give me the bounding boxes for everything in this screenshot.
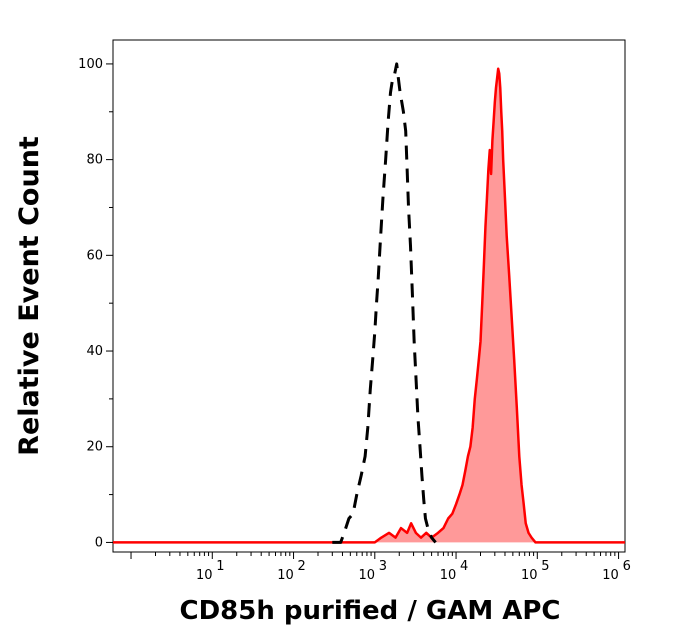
y-tick-label: 0: [95, 535, 103, 550]
sample-outline: [113, 67, 625, 544]
sample-area-fill: [113, 68, 625, 543]
x-tick-exponent: 2: [298, 559, 306, 574]
series-layer: [113, 62, 625, 544]
x-tick-label: 10: [602, 568, 619, 583]
plot-frame: [112, 39, 626, 553]
control-dashed-line: [332, 62, 437, 544]
x-tick-label: 10: [521, 568, 538, 583]
x-tick-exponent: 5: [541, 559, 549, 574]
y-axis-title: Relative Event Count: [14, 136, 45, 456]
y-tick-label: 100: [78, 57, 103, 72]
x-tick-exponent: 6: [623, 559, 631, 574]
x-tick-label: 10: [277, 568, 294, 583]
x-tick-exponent: 3: [379, 559, 387, 574]
y-axis-ticks: 0 20 40 60 80 100: [78, 57, 113, 550]
y-tick-label: 60: [86, 248, 103, 263]
y-tick-label: 80: [86, 153, 103, 168]
x-tick-exponent: 1: [216, 559, 224, 574]
x-tick-label: 10: [196, 568, 213, 583]
y-tick-label: 20: [86, 440, 103, 455]
x-tick-exponent: 4: [460, 559, 468, 574]
x-axis-title: CD85h purified / GAM APC: [179, 596, 560, 626]
y-tick-label: 40: [86, 344, 103, 359]
x-tick-label: 10: [359, 568, 376, 583]
x-tick-label: 10: [440, 568, 457, 583]
